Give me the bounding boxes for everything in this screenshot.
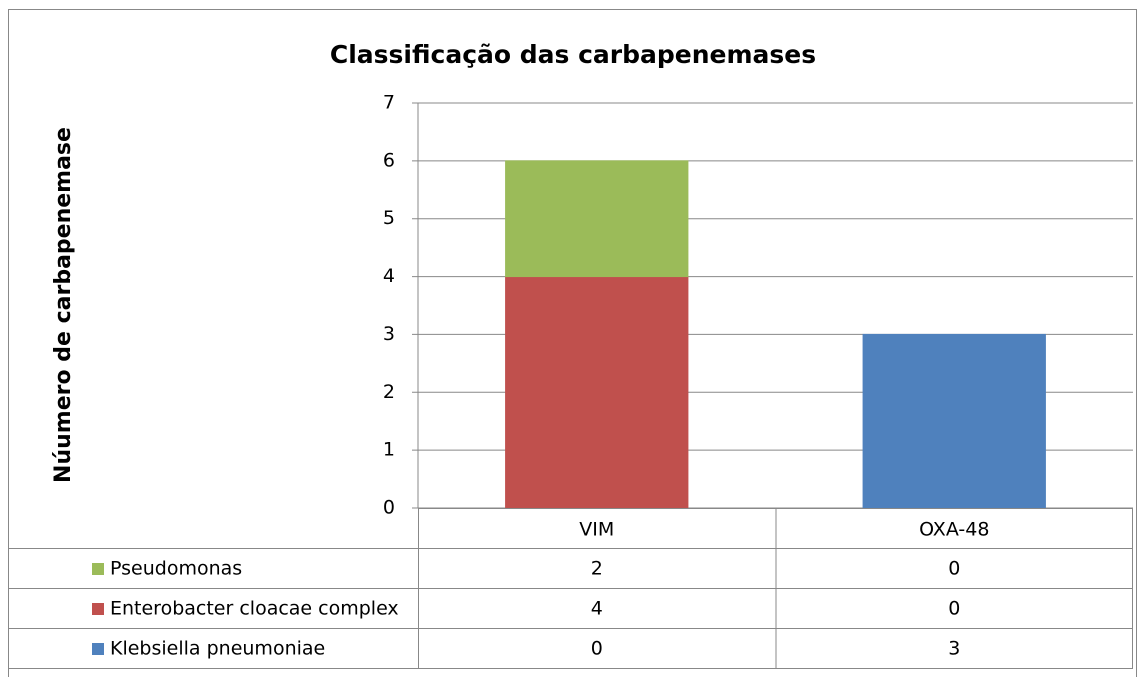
y-tick-label: 2	[383, 381, 395, 403]
table-value: 3	[948, 638, 960, 660]
bar-shade	[863, 334, 1046, 508]
bar-shade	[505, 276, 688, 508]
chart-title: Classificação das carbapenemases	[330, 40, 816, 69]
legend-key-shade	[92, 603, 104, 615]
y-tick-label: 0	[383, 497, 395, 519]
x-tick-label: VIM	[579, 519, 614, 541]
legend-key-shade	[92, 563, 104, 575]
table-value: 0	[948, 598, 960, 620]
table-value: 0	[591, 638, 603, 660]
y-tick-label: 4	[383, 265, 395, 287]
y-tick-label: 7	[383, 92, 395, 114]
table-value: 0	[948, 558, 960, 580]
x-tick-label: OXA-48	[919, 519, 989, 541]
table-value: 2	[591, 558, 603, 580]
y-axis-label: Núumero de carbapenemase	[51, 127, 76, 483]
y-tick-label: 1	[383, 439, 395, 461]
y-tick-label: 5	[383, 207, 395, 229]
y-tick-label: 3	[383, 323, 395, 345]
legend-label: Klebsiella pneumoniae	[110, 638, 325, 660]
bar-shade	[505, 160, 688, 277]
legend-key-shade	[92, 643, 104, 655]
y-tick-label: 6	[383, 149, 395, 171]
table-value: 4	[591, 598, 603, 620]
legend-label: Enterobacter cloacae complex	[110, 598, 399, 620]
legend-label: Pseudomonas	[110, 558, 242, 580]
